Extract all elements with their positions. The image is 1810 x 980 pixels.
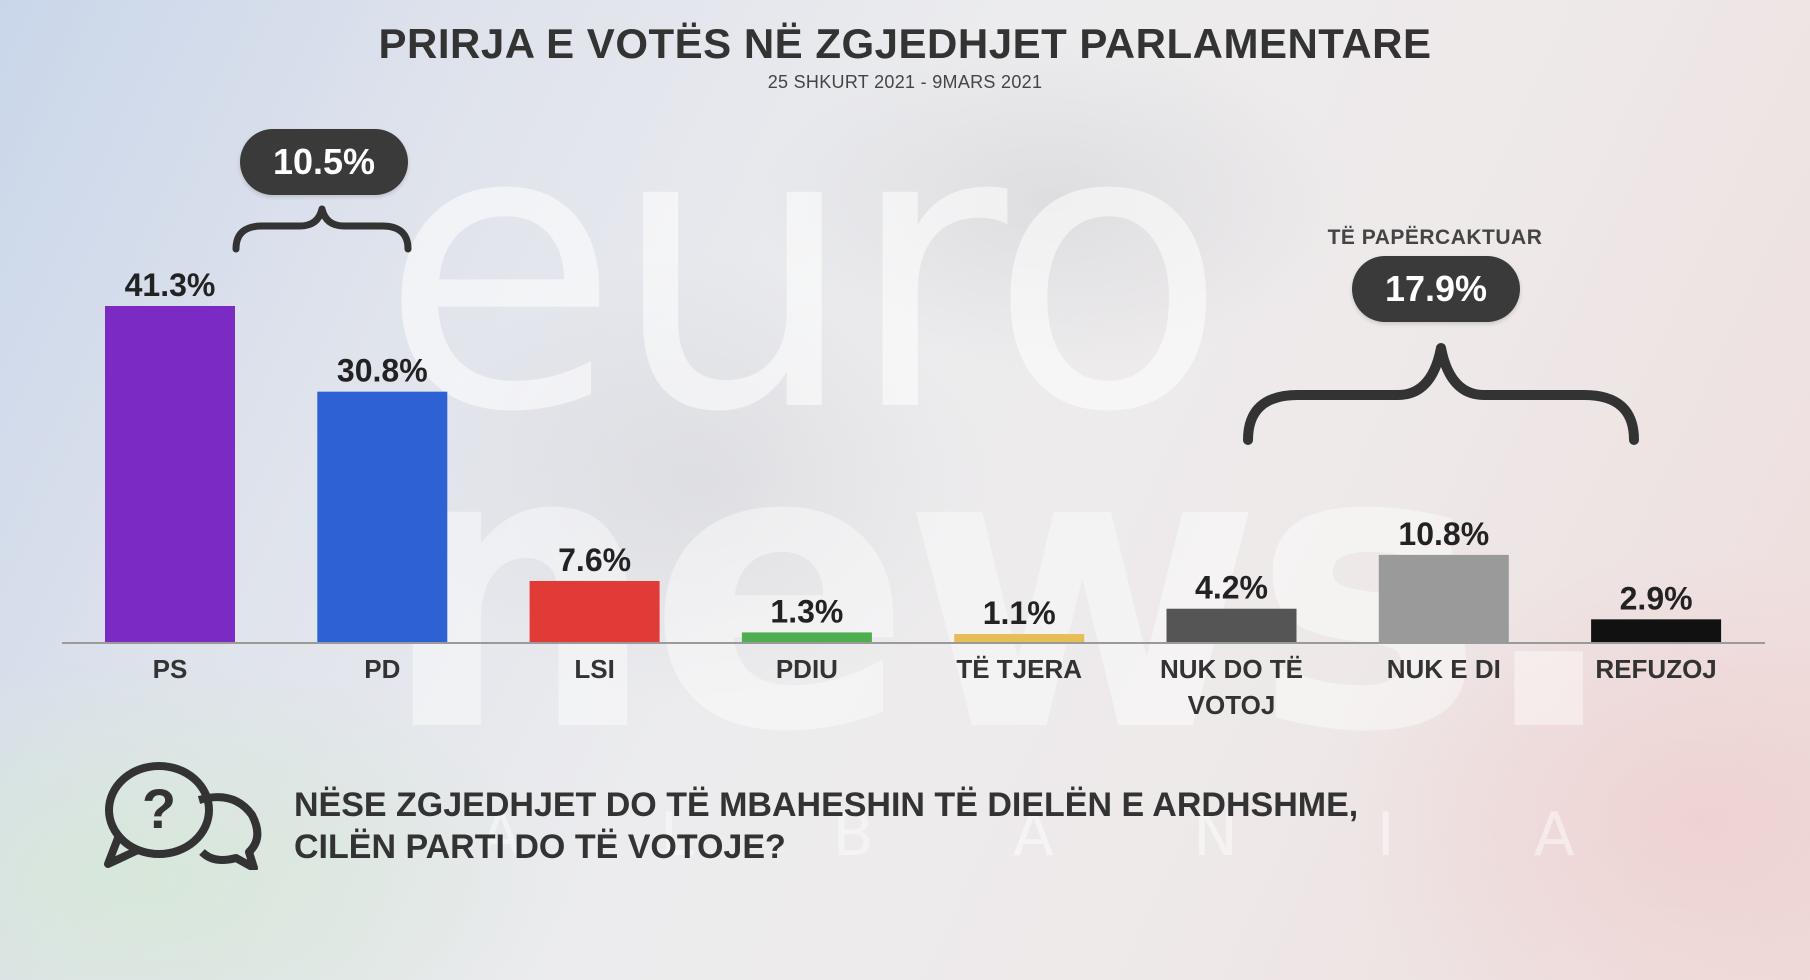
category-label: REFUZOJ: [1595, 654, 1716, 684]
bar-value-label: 1.1%: [983, 595, 1056, 631]
bar: [1378, 554, 1509, 643]
bar-value-label: 4.2%: [1195, 570, 1268, 606]
bar: [1166, 608, 1297, 643]
bar-value-label: 2.9%: [1620, 580, 1693, 616]
category-label: PS: [153, 654, 188, 684]
question-line-2: CILËN PARTI DO TË VOTOJE?: [294, 828, 786, 866]
bars-layer: 41.3% PS 30.8% PD 7.6% LSI 1.3% PDIU 1.1% TË TJER…: [105, 267, 1722, 720]
speech-bubbles-question-icon: ?: [104, 762, 262, 870]
page-subtitle: 25 SHKURT 2021 - 9MARS 2021: [767, 72, 1043, 92]
bar-value-label: 10.8%: [1398, 516, 1489, 552]
undecided-badge: 17.9%: [1352, 256, 1520, 322]
category-label: VOTOJ: [1188, 690, 1276, 720]
bar-chart: 41.3% PS 30.8% PD 7.6% LSI 1.3% PDIU 1.1% TË TJER…: [62, 205, 1765, 720]
question-line-1: NËSE ZGJEDHJET DO TË MBAHESHIN TË DIELËN…: [294, 786, 1359, 824]
survey-question: NËSE ZGJEDHJET DO TË MBAHESHIN TË DIELËN…: [294, 784, 1594, 868]
bar: [105, 306, 235, 643]
bar-value-label: 7.6%: [558, 542, 631, 578]
category-label: NUK DO TË: [1160, 654, 1303, 684]
undecided-label: TË PAPËRCAKTUAR: [1327, 226, 1543, 249]
category-label: LSI: [574, 654, 614, 684]
page-title: PRIRJA E VOTËS NË ZGJEDHJET PARLAMENTARE: [378, 20, 1432, 67]
svg-text:?: ?: [142, 777, 176, 840]
difference-brace-icon: [232, 205, 412, 253]
bar: [1591, 619, 1722, 643]
bar-value-label: 41.3%: [125, 267, 216, 303]
bar: [529, 580, 660, 643]
category-label: TË TJERA: [956, 654, 1082, 684]
difference-badge: 10.5%: [240, 129, 408, 195]
bar: [954, 634, 1085, 643]
bar: [741, 632, 872, 643]
category-label: PDIU: [776, 654, 838, 684]
bar-value-label: 30.8%: [337, 353, 428, 389]
undecided-brace-icon: [1243, 343, 1639, 445]
bar-value-label: 1.3%: [770, 593, 843, 629]
bar: [317, 391, 448, 643]
category-label: NUK E DI: [1387, 654, 1501, 684]
category-label: PD: [364, 654, 400, 684]
